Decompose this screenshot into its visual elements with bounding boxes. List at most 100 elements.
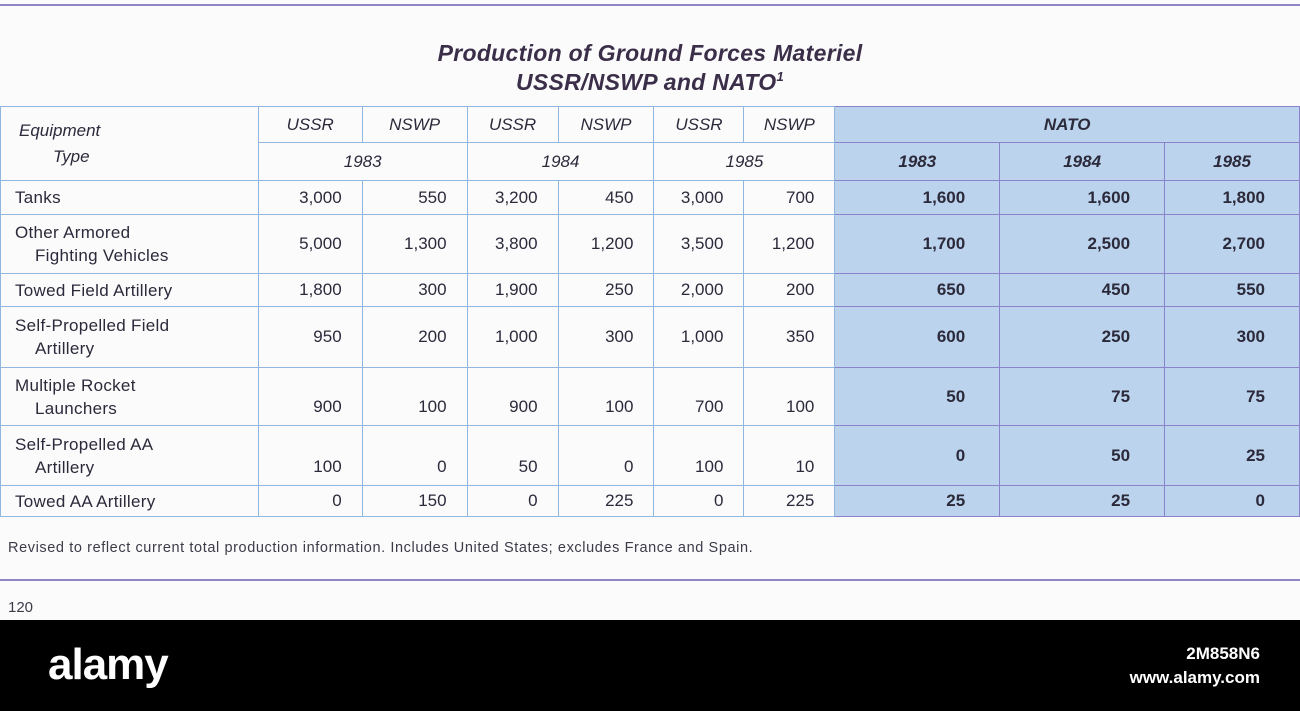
table-cell: 100 bbox=[361, 367, 468, 426]
table-cell: 900 bbox=[257, 367, 363, 426]
header-nato-year: 1985 bbox=[1164, 142, 1300, 181]
table-cell: 1,800 bbox=[257, 273, 363, 307]
table-cell: 300 bbox=[361, 273, 468, 307]
table-row: Tanks 3,000 550 3,200 450 3,000 700 1,60… bbox=[0, 180, 1300, 215]
table-cell: 0 bbox=[361, 425, 468, 486]
document-page: Production of Ground Forces Materiel USS… bbox=[0, 4, 1300, 616]
top-rule bbox=[0, 4, 1300, 6]
nato-cell: 1,800 bbox=[1164, 180, 1300, 215]
header-nato-year: 1983 bbox=[834, 142, 1001, 181]
table-cell: 450 bbox=[557, 180, 655, 215]
table-cell: 300 bbox=[557, 306, 655, 368]
table-cell: 50 bbox=[466, 425, 559, 486]
row-label: Other Armored Fighting Vehicles bbox=[0, 214, 259, 274]
table-cell: 200 bbox=[361, 306, 468, 368]
nato-cell: 550 bbox=[1164, 273, 1300, 307]
table-cell: 1,200 bbox=[557, 214, 655, 274]
table-cell: 350 bbox=[743, 306, 836, 368]
row-label: Self-Propelled Field Artillery bbox=[0, 306, 259, 368]
table-cell: 1,300 bbox=[361, 214, 468, 274]
row-label-line2: Fighting Vehicles bbox=[35, 246, 169, 265]
table-row: Self-Propelled AA Artillery 100 0 50 0 10… bbox=[0, 425, 1300, 486]
table-cell: 0 bbox=[653, 485, 745, 517]
row-label-line2: Launchers bbox=[35, 398, 118, 418]
table-row: Multiple Rocket Launchers 900 100 900 100… bbox=[0, 367, 1300, 426]
nato-cell: 75 bbox=[999, 367, 1166, 426]
header-nswp: NSWP bbox=[361, 106, 468, 143]
table-cell: 100 bbox=[743, 367, 836, 426]
header-row-years: 1983 1984 1985 1983 1984 1985 bbox=[1, 142, 1300, 181]
nato-cell: 0 bbox=[834, 425, 1001, 486]
table-cell: 150 bbox=[361, 485, 468, 517]
table-cell: 250 bbox=[557, 273, 655, 307]
table-title: Production of Ground Forces Materiel bbox=[437, 40, 863, 66]
table-cell: 700 bbox=[743, 180, 836, 215]
table-subtitle-text: USSR/NSWP and NATO bbox=[515, 69, 777, 95]
nato-cell: 650 bbox=[834, 273, 1001, 307]
header-row-countries: Equipment Type USSR NSWP USSR NSWP USSR N… bbox=[0, 106, 1300, 181]
nato-cell: 600 bbox=[834, 306, 1001, 368]
table-row: Towed AA Artillery 0 150 0 225 0 225 25 … bbox=[0, 485, 1300, 517]
table-row: Self-Propelled Field Artillery 950 200 1,… bbox=[0, 306, 1300, 368]
table-cell: 0 bbox=[557, 425, 655, 486]
table-cell: 225 bbox=[557, 485, 655, 517]
header-nswp: NSWP bbox=[557, 106, 655, 143]
production-table: Equipment Type USSR NSWP USSR NSWP USSR N… bbox=[0, 106, 1300, 517]
header-year: 1983 bbox=[257, 142, 468, 181]
table-subtitle: USSR/NSWP and NATO1 bbox=[0, 69, 1300, 96]
image-id: 2M858N6 bbox=[1186, 644, 1260, 663]
table-cell: 100 bbox=[653, 425, 745, 486]
row-label: Self-Propelled AA Artillery bbox=[0, 425, 259, 486]
header-ussr: USSR bbox=[653, 106, 745, 143]
table-row: Other Armored Fighting Vehicles 5,000 1,3… bbox=[0, 214, 1300, 274]
header-nato-year: 1984 bbox=[999, 142, 1166, 181]
table-cell: 0 bbox=[257, 485, 363, 517]
row-label: Tanks bbox=[0, 180, 259, 215]
nato-cell: 25 bbox=[1164, 425, 1300, 486]
row-label: Towed AA Artillery bbox=[0, 485, 259, 517]
table-cell: 0 bbox=[466, 485, 559, 517]
table-cell: 3,200 bbox=[466, 180, 559, 215]
header-year: 1984 bbox=[466, 142, 655, 181]
nato-cell: 25 bbox=[834, 485, 1001, 517]
row-label: Towed Field Artillery bbox=[0, 273, 259, 307]
nato-cell: 300 bbox=[1164, 306, 1300, 368]
row-label-line1: Multiple Rocket bbox=[15, 375, 136, 395]
row-label-line2: Artillery bbox=[35, 457, 95, 477]
table-cell: 3,500 bbox=[653, 214, 745, 274]
site-url: www.alamy.com bbox=[1129, 668, 1260, 687]
table-cell: 700 bbox=[653, 367, 745, 426]
footnote-mark: 1 bbox=[776, 69, 785, 84]
nato-cell: 25 bbox=[999, 485, 1166, 517]
row-label-line1: Other Armored bbox=[15, 223, 131, 242]
header-type-text: Type bbox=[53, 146, 90, 166]
header-nato: NATO bbox=[834, 106, 1300, 143]
row-label: Multiple Rocket Launchers bbox=[0, 367, 259, 426]
table-cell: 225 bbox=[743, 485, 836, 517]
table-cell: 100 bbox=[257, 425, 363, 486]
watermark-banner bbox=[0, 620, 1300, 711]
table-cell: 2,000 bbox=[653, 273, 745, 307]
row-label-line2: Artillery bbox=[35, 339, 95, 358]
table-cell: 100 bbox=[557, 367, 655, 426]
header-ussr: USSR bbox=[257, 106, 363, 143]
table-cell: 5,000 bbox=[257, 214, 363, 274]
header-ussr: USSR bbox=[466, 106, 559, 143]
table-cell: 550 bbox=[361, 180, 468, 215]
table-cell: 1,200 bbox=[743, 214, 836, 274]
nato-cell: 450 bbox=[999, 273, 1166, 307]
table-cell: 3,000 bbox=[653, 180, 745, 215]
nato-cell: 1,700 bbox=[834, 214, 1001, 274]
table-cell: 3,800 bbox=[466, 214, 559, 274]
nato-cell: 2,500 bbox=[999, 214, 1166, 274]
row-label-line1: Self-Propelled AA bbox=[15, 434, 154, 454]
table-row: Towed Field Artillery 1,800 300 1,900 25… bbox=[0, 273, 1300, 307]
table-cell: 900 bbox=[466, 367, 559, 426]
table-cell: 1,900 bbox=[466, 273, 559, 307]
header-year: 1985 bbox=[653, 142, 836, 181]
header-equipment-text: Equipment bbox=[19, 120, 101, 140]
table-cell: 3,000 bbox=[257, 180, 363, 215]
table-cell: 1,000 bbox=[653, 306, 745, 368]
table-cell: 950 bbox=[257, 306, 363, 368]
bottom-rule bbox=[0, 579, 1300, 581]
